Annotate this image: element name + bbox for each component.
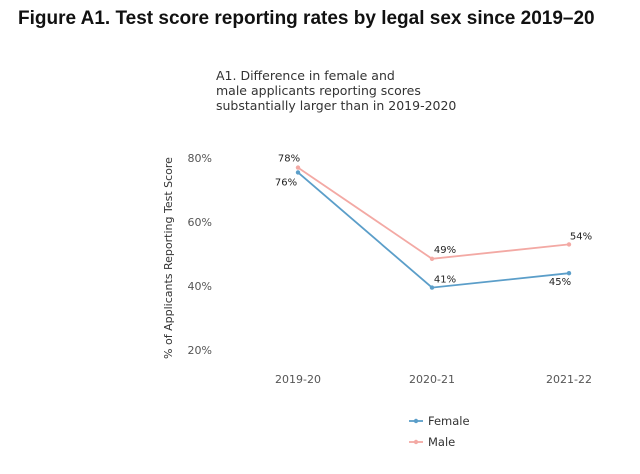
- y-tick-label: 40%: [188, 280, 212, 293]
- x-tick-label: 2021-22: [546, 373, 592, 386]
- x-tick-label: 2019-20: [275, 373, 321, 386]
- male-data-point: [429, 256, 435, 261]
- series-group: 76% 41% 45% 78% 49% 54%: [275, 154, 592, 290]
- x-tick-label: 2020-21: [409, 373, 455, 386]
- male-data-label: 78%: [278, 154, 300, 165]
- male-data-label: 49%: [434, 245, 456, 256]
- female-data-point: [566, 271, 572, 276]
- y-axis-ticks: 20% 40% 60% 80%: [188, 152, 212, 357]
- y-tick-label: 60%: [188, 216, 212, 229]
- female-data-point: [429, 285, 435, 290]
- female-data-label: 76%: [275, 177, 297, 188]
- male-legend-marker: [413, 439, 419, 445]
- chart-title: A1. Difference in female and male applic…: [216, 68, 456, 113]
- legend: Female Male: [409, 414, 470, 449]
- female-data-label: 41%: [434, 275, 456, 286]
- x-axis-ticks: 2019-20 2020-21 2021-22: [275, 373, 592, 386]
- male-data-label: 54%: [570, 231, 592, 242]
- figure-title: Figure A1. Test score reporting rates by…: [18, 8, 595, 29]
- female-data-point: [295, 170, 301, 175]
- male-data-point: [295, 165, 301, 170]
- female-legend-marker: [413, 418, 419, 424]
- female-legend-label: Female: [428, 414, 470, 428]
- male-data-point: [566, 242, 572, 247]
- female-series-line: [297, 171, 570, 289]
- y-axis-label: % of Applicants Reporting Test Score: [162, 157, 175, 359]
- chart-title-line-3: substantially larger than in 2019-2020: [216, 98, 457, 113]
- y-tick-label: 80%: [188, 152, 212, 165]
- female-data-label: 45%: [549, 277, 571, 288]
- chart-title-line-1: A1. Difference in female and: [216, 68, 395, 83]
- y-tick-label: 20%: [188, 344, 212, 357]
- male-legend-label: Male: [428, 435, 455, 449]
- chart-title-line-2: male applicants reporting scores: [216, 83, 421, 98]
